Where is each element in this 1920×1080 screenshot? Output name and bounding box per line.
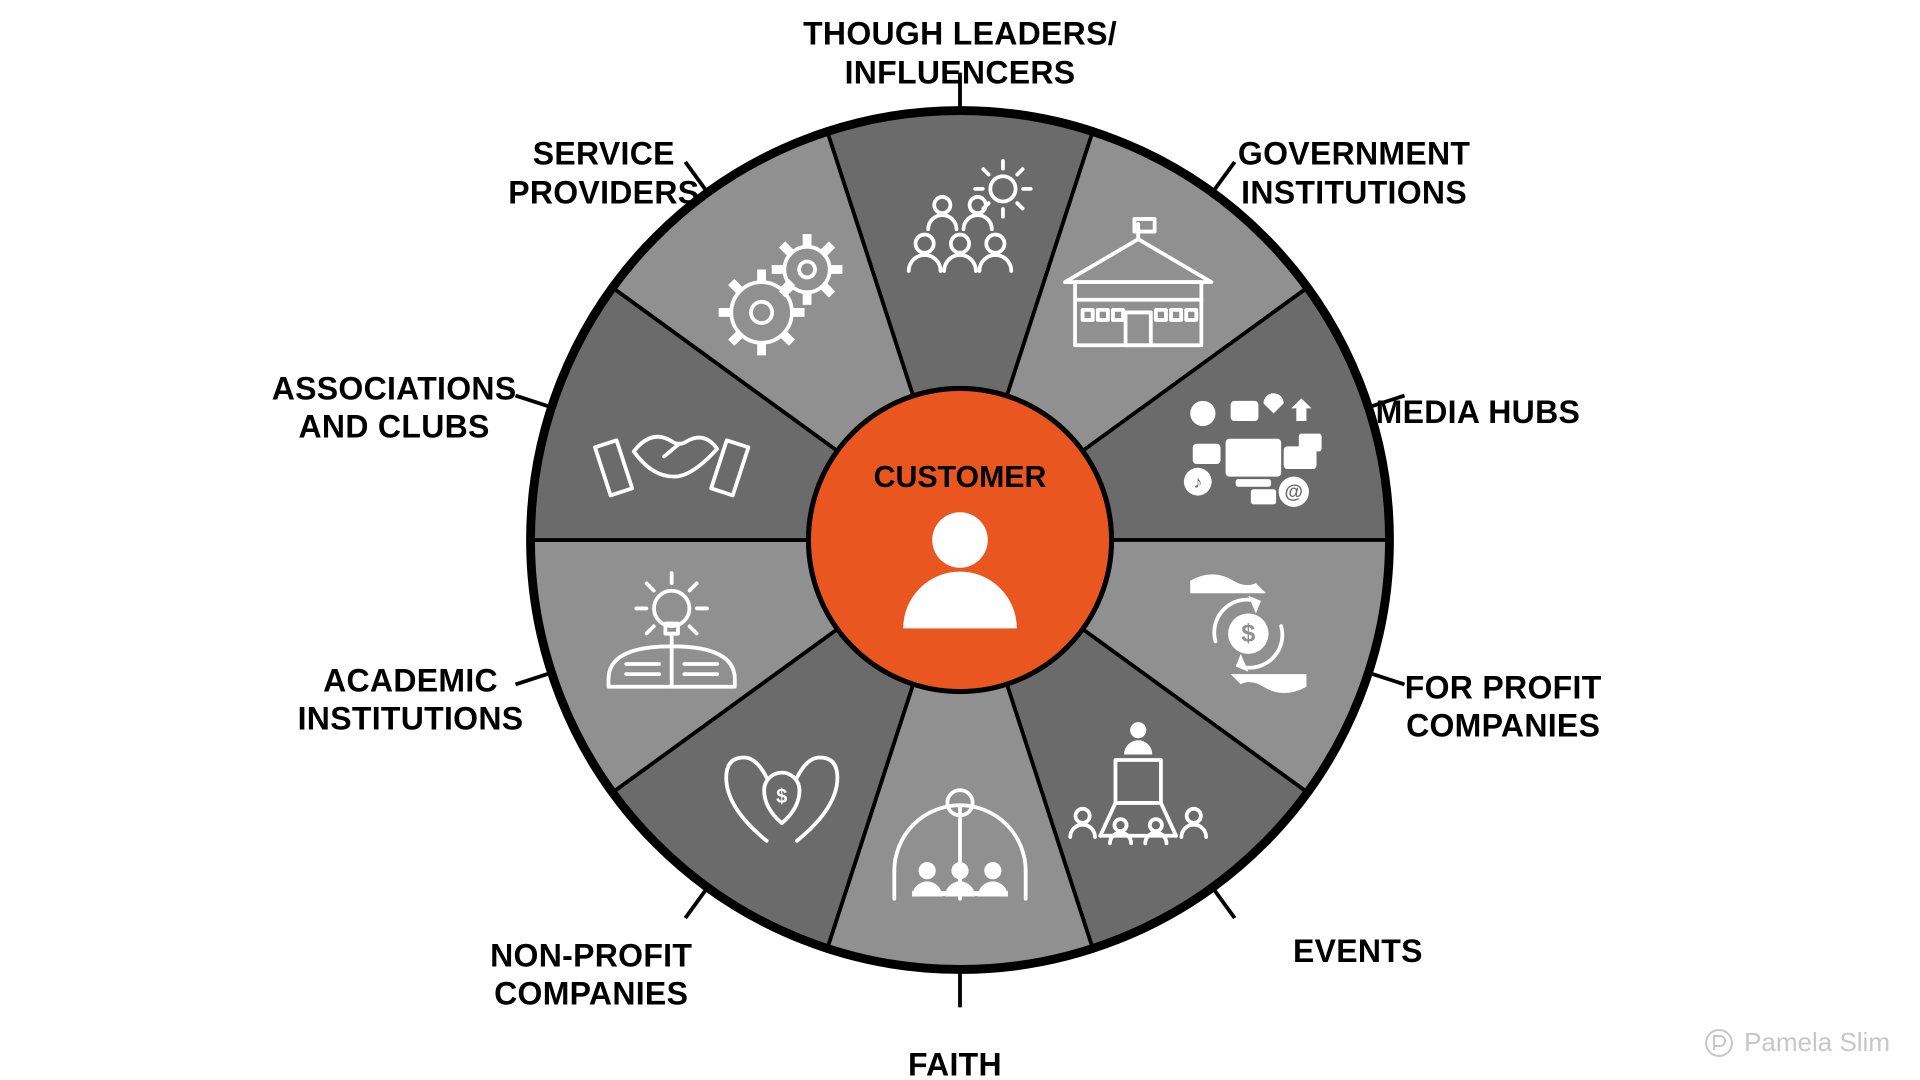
segment-label: ASSOCIATIONS AND CLUBS <box>272 370 517 447</box>
tick-line <box>1212 162 1234 193</box>
segment-label: ACADEMIC INSTITUTIONS <box>298 662 524 739</box>
segment-label: FAITH COMMUNITIES <box>840 1046 1071 1080</box>
segment-label: NON-PROFIT COMPANIES <box>490 936 692 1013</box>
tick-line <box>1212 887 1234 918</box>
segment-label: SERVICE PROVIDERS <box>508 135 699 212</box>
segment-label: GOVERNMENT INSTITUTIONS <box>1238 135 1470 212</box>
segment-label: FOR PROFIT COMPANIES <box>1405 668 1602 745</box>
segment-label: MEDIA HUBS <box>1376 393 1580 431</box>
tick-line <box>685 887 707 918</box>
credit: Pamela Slim <box>1704 1027 1890 1058</box>
svg-text:@: @ <box>1285 482 1303 503</box>
svg-text:$: $ <box>1241 619 1255 647</box>
wheel-diagram: CUSTOMER♪@$$ <box>0 0 1920 1080</box>
svg-text:$: $ <box>776 786 787 808</box>
tick-line <box>1368 673 1404 685</box>
segment-label: THOUGH LEADERS/ INFLUENCERS <box>803 15 1117 92</box>
tick-line <box>516 396 552 408</box>
logo-icon <box>1704 1028 1734 1058</box>
media-icon: ♪@ <box>1184 393 1322 507</box>
segment-label: EVENTS <box>1293 931 1423 969</box>
credit-text: Pamela Slim <box>1744 1027 1890 1058</box>
svg-text:♪: ♪ <box>1193 472 1202 492</box>
center-label: CUSTOMER <box>874 461 1047 494</box>
